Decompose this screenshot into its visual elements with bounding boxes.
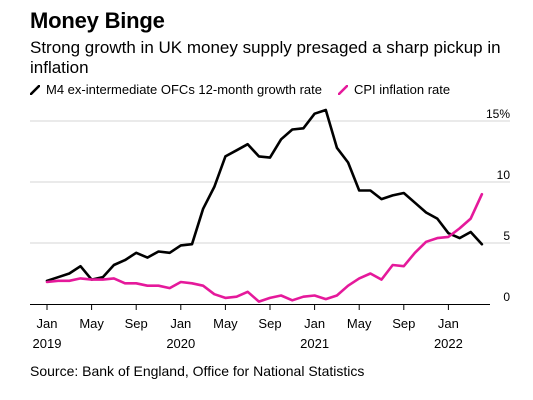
legend-label-m4: M4 ex-intermediate OFCs 12-month growth … bbox=[46, 82, 322, 97]
x-tick-label-month: Jan bbox=[170, 316, 191, 331]
series-lines bbox=[45, 108, 484, 303]
x-tick-label-month: Jan bbox=[304, 316, 325, 331]
chart-subtitle: Strong growth in UK money supply presage… bbox=[30, 38, 501, 77]
legend-item-cpi: CPI inflation rate bbox=[338, 82, 450, 97]
x-tick-label-month: May bbox=[79, 316, 104, 331]
series-line-cpi bbox=[45, 192, 484, 303]
chart-title: Money Binge bbox=[30, 8, 165, 33]
x-tick-label-month: Jan bbox=[438, 316, 459, 331]
legend-swatch-m4-icon bbox=[30, 84, 40, 95]
y-tick-label-5: 5 bbox=[503, 229, 510, 243]
y-tick-label-0: 0 bbox=[503, 290, 510, 304]
legend-item-m4: M4 ex-intermediate OFCs 12-month growth … bbox=[30, 82, 322, 97]
x-tick-label-year: 2020 bbox=[166, 336, 195, 351]
series-line-m4 bbox=[45, 108, 484, 283]
y-tick-label-15: 15% bbox=[486, 107, 510, 121]
legend-label-cpi: CPI inflation rate bbox=[354, 82, 451, 97]
x-tick-label-month: Jan bbox=[37, 316, 58, 331]
x-tick-label-month: May bbox=[347, 316, 372, 331]
x-tick-label-year: 2021 bbox=[300, 336, 329, 351]
y-axis-labels: 0 5 10 15% bbox=[486, 107, 510, 304]
x-tick-label-month: Sep bbox=[392, 316, 415, 331]
x-tick-label-year: 2019 bbox=[33, 336, 62, 351]
x-tick-label-month: May bbox=[213, 316, 238, 331]
gridlines bbox=[30, 120, 510, 244]
source-note: Source: Bank of England, Office for Nati… bbox=[30, 363, 365, 379]
x-tick-label-year: 2022 bbox=[434, 336, 463, 351]
legend-swatch-cpi-icon bbox=[338, 84, 348, 95]
y-tick-label-10: 10 bbox=[497, 168, 511, 182]
legend: M4 ex-intermediate OFCs 12-month growth … bbox=[30, 82, 466, 97]
x-tick-label-month: Sep bbox=[258, 316, 281, 331]
x-tick-label-month: Sep bbox=[125, 316, 148, 331]
x-axis: Jan 2019 May Sep Jan 2020 May Sep Jan 2021 May Sep J… bbox=[30, 304, 490, 351]
